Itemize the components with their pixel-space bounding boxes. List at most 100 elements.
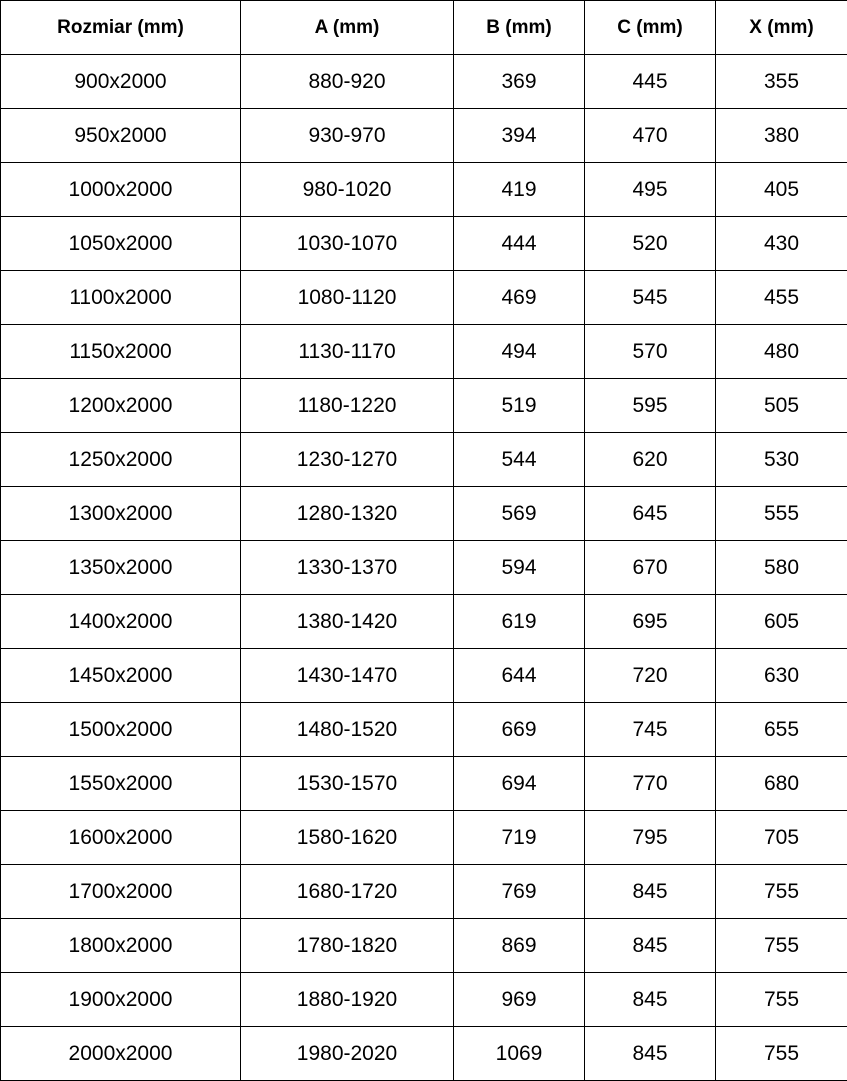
cell-a: 1880-1920: [240, 972, 454, 1027]
header-row: Rozmiar (mm) A (mm) B (mm) C (mm) X (mm): [0, 0, 847, 55]
cell-a: 1780-1820: [240, 918, 454, 973]
cell-x: 530: [715, 432, 847, 487]
cell-a: 1580-1620: [240, 810, 454, 865]
table-row: 1300x2000 1280-1320 569 645 555: [0, 486, 847, 541]
table-row: 1400x2000 1380-1420 619 695 605: [0, 594, 847, 649]
header-size: Rozmiar (mm): [0, 0, 241, 55]
cell-c: 670: [584, 540, 716, 595]
cell-x: 680: [715, 756, 847, 811]
table-row: 950x2000 930-970 394 470 380: [0, 108, 847, 163]
cell-c: 845: [584, 972, 716, 1027]
cell-size: 1450x2000: [0, 648, 241, 703]
cell-b: 394: [453, 108, 585, 163]
cell-x: 430: [715, 216, 847, 271]
cell-c: 845: [584, 918, 716, 973]
cell-size: 1700x2000: [0, 864, 241, 919]
cell-b: 669: [453, 702, 585, 757]
cell-size: 1300x2000: [0, 486, 241, 541]
cell-x: 405: [715, 162, 847, 217]
cell-c: 570: [584, 324, 716, 379]
cell-x: 755: [715, 1026, 847, 1081]
table-row: 1500x2000 1480-1520 669 745 655: [0, 702, 847, 757]
cell-a: 1680-1720: [240, 864, 454, 919]
cell-a: 1530-1570: [240, 756, 454, 811]
cell-b: 769: [453, 864, 585, 919]
cell-size: 1500x2000: [0, 702, 241, 757]
cell-size: 1550x2000: [0, 756, 241, 811]
cell-a: 1130-1170: [240, 324, 454, 379]
cell-size: 1600x2000: [0, 810, 241, 865]
cell-b: 419: [453, 162, 585, 217]
cell-size: 1400x2000: [0, 594, 241, 649]
table-row: 1000x2000 980-1020 419 495 405: [0, 162, 847, 217]
header-c: C (mm): [584, 0, 716, 55]
table-row: 1200x2000 1180-1220 519 595 505: [0, 378, 847, 433]
cell-b: 619: [453, 594, 585, 649]
cell-b: 369: [453, 54, 585, 109]
cell-c: 845: [584, 864, 716, 919]
cell-size: 1200x2000: [0, 378, 241, 433]
cell-x: 705: [715, 810, 847, 865]
cell-c: 845: [584, 1026, 716, 1081]
cell-x: 755: [715, 918, 847, 973]
cell-c: 495: [584, 162, 716, 217]
cell-b: 444: [453, 216, 585, 271]
table-row: 1800x2000 1780-1820 869 845 755: [0, 918, 847, 973]
cell-b: 469: [453, 270, 585, 325]
cell-x: 605: [715, 594, 847, 649]
cell-x: 630: [715, 648, 847, 703]
cell-a: 980-1020: [240, 162, 454, 217]
table-row: 1150x2000 1130-1170 494 570 480: [0, 324, 847, 379]
cell-b: 1069: [453, 1026, 585, 1081]
cell-size: 1250x2000: [0, 432, 241, 487]
cell-size: 1050x2000: [0, 216, 241, 271]
cell-x: 555: [715, 486, 847, 541]
table-row: 1600x2000 1580-1620 719 795 705: [0, 810, 847, 865]
cell-size: 950x2000: [0, 108, 241, 163]
cell-c: 720: [584, 648, 716, 703]
cell-c: 595: [584, 378, 716, 433]
table-row: 1350x2000 1330-1370 594 670 580: [0, 540, 847, 595]
cell-a: 1330-1370: [240, 540, 454, 595]
cell-size: 1000x2000: [0, 162, 241, 217]
cell-b: 569: [453, 486, 585, 541]
cell-b: 719: [453, 810, 585, 865]
cell-x: 655: [715, 702, 847, 757]
cell-a: 1280-1320: [240, 486, 454, 541]
cell-c: 770: [584, 756, 716, 811]
cell-a: 1380-1420: [240, 594, 454, 649]
cell-c: 745: [584, 702, 716, 757]
table-row: 1250x2000 1230-1270 544 620 530: [0, 432, 847, 487]
header-a: A (mm): [240, 0, 454, 55]
cell-b: 644: [453, 648, 585, 703]
table-row: 2000x2000 1980-2020 1069 845 755: [0, 1026, 847, 1081]
cell-c: 470: [584, 108, 716, 163]
cell-c: 620: [584, 432, 716, 487]
cell-x: 355: [715, 54, 847, 109]
cell-b: 494: [453, 324, 585, 379]
cell-x: 380: [715, 108, 847, 163]
cell-x: 505: [715, 378, 847, 433]
cell-c: 695: [584, 594, 716, 649]
cell-size: 1150x2000: [0, 324, 241, 379]
cell-a: 1980-2020: [240, 1026, 454, 1081]
table-row: 1550x2000 1530-1570 694 770 680: [0, 756, 847, 811]
table-row: 1900x2000 1880-1920 969 845 755: [0, 972, 847, 1027]
table-row: 1450x2000 1430-1470 644 720 630: [0, 648, 847, 703]
cell-size: 900x2000: [0, 54, 241, 109]
cell-size: 2000x2000: [0, 1026, 241, 1081]
cell-b: 869: [453, 918, 585, 973]
cell-c: 545: [584, 270, 716, 325]
header-b: B (mm): [453, 0, 585, 55]
cell-a: 1030-1070: [240, 216, 454, 271]
cell-x: 755: [715, 972, 847, 1027]
cell-size: 1350x2000: [0, 540, 241, 595]
cell-b: 544: [453, 432, 585, 487]
cell-size: 1800x2000: [0, 918, 241, 973]
cell-x: 755: [715, 864, 847, 919]
cell-b: 594: [453, 540, 585, 595]
cell-c: 645: [584, 486, 716, 541]
table-row: 1100x2000 1080-1120 469 545 455: [0, 270, 847, 325]
cell-a: 1080-1120: [240, 270, 454, 325]
